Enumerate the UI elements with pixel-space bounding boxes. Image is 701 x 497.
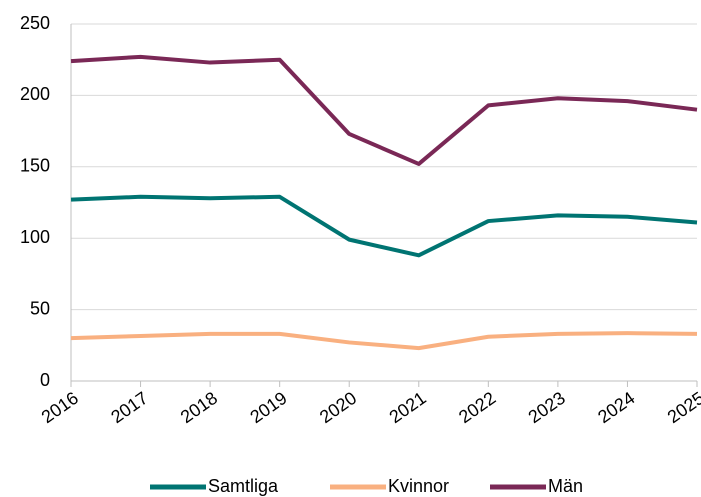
x-tick-label: 2020	[316, 388, 360, 427]
y-tick-label: 50	[30, 298, 50, 318]
x-tick-label: 2024	[594, 388, 638, 427]
y-tick-label: 150	[20, 156, 50, 176]
line-series	[70, 194, 698, 258]
legend-label: Kvinnor	[388, 476, 449, 496]
line-series	[70, 331, 698, 351]
legend-label: Samtliga	[208, 476, 279, 496]
x-tick-label: 2021	[386, 388, 430, 427]
x-tick-label: 2018	[177, 388, 221, 427]
x-tick-label: 2016	[38, 388, 82, 427]
x-tick-label: 2022	[455, 388, 499, 427]
y-tick-label: 0	[40, 370, 50, 390]
x-tick-label: 2019	[246, 388, 290, 427]
y-tick-label: 100	[20, 227, 50, 247]
x-tick-label: 2023	[525, 388, 569, 427]
legend-label: Män	[548, 476, 583, 496]
y-tick-label: 200	[20, 84, 50, 104]
x-tick-label: 2017	[107, 388, 151, 427]
line-series	[70, 54, 698, 166]
x-tick-label: 2025	[664, 388, 701, 427]
y-tick-label: 250	[20, 13, 50, 33]
